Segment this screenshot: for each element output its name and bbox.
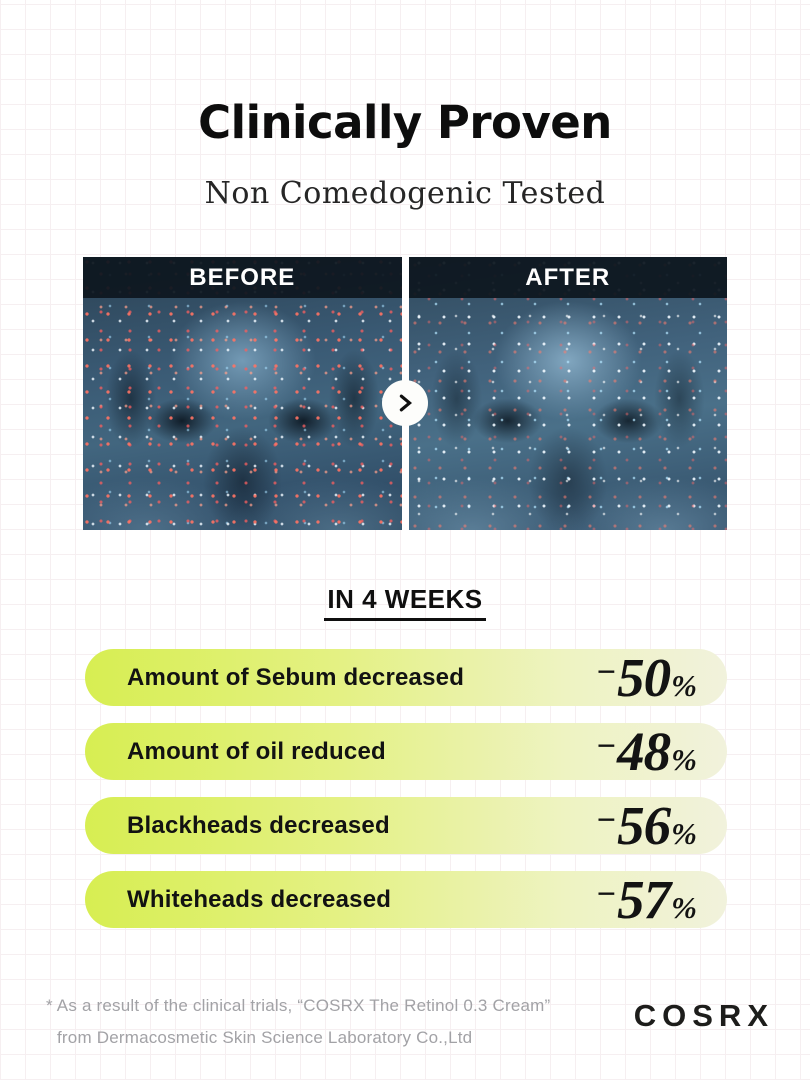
before-header-bar: BEFORE — [83, 257, 402, 298]
percent-number: 56 — [617, 795, 671, 856]
result-value: −57% — [597, 868, 697, 931]
cosrx-logo: COSRX — [633, 998, 774, 1033]
percent-number: 48 — [617, 721, 671, 782]
after-label: AFTER — [525, 263, 611, 291]
percent-symbol: % — [671, 668, 697, 703]
page-title: Clinically Proven — [198, 96, 612, 149]
result-label: Amount of oil reduced — [127, 737, 386, 765]
before-after-comparison: BEFORE AFTER — [83, 257, 727, 530]
results-heading-wrap: IN 4 WEEKS — [0, 584, 810, 621]
before-panel: BEFORE — [83, 257, 402, 530]
results-heading: IN 4 WEEKS — [324, 584, 486, 621]
percent-symbol: % — [671, 890, 697, 925]
chevron-right-icon — [382, 380, 428, 426]
results-list: Amount of Sebum decreased −50% Amount of… — [85, 646, 727, 945]
after-panel: AFTER — [408, 257, 727, 530]
result-value: −50% — [597, 646, 697, 709]
minus-sign: − — [596, 654, 617, 691]
minus-sign: − — [596, 728, 617, 765]
result-value: −48% — [597, 720, 697, 783]
result-pill-oil: Amount of oil reduced −48% — [85, 720, 727, 783]
before-label: BEFORE — [189, 263, 296, 291]
result-pill-sebum: Amount of Sebum decreased −50% — [85, 646, 727, 709]
after-skin-photo — [408, 257, 727, 530]
result-label: Amount of Sebum decreased — [127, 663, 465, 691]
page-subtitle: Non Comedogenic Tested — [204, 176, 606, 211]
minus-sign: − — [596, 802, 617, 839]
percent-number: 57 — [617, 869, 671, 930]
minus-sign: − — [596, 876, 617, 913]
clinical-trial-footnote: * As a result of the clinical trials, “C… — [46, 990, 550, 1054]
result-label: Whiteheads decreased — [127, 885, 392, 913]
footnote-line-1: * As a result of the clinical trials, “C… — [46, 996, 551, 1015]
percent-symbol: % — [671, 816, 697, 851]
percent-symbol: % — [671, 742, 697, 777]
result-value: −56% — [597, 794, 697, 857]
footnote-line-2: from Dermacosmetic Skin Science Laborato… — [57, 1028, 473, 1047]
after-header-bar: AFTER — [408, 257, 727, 298]
percent-number: 50 — [617, 647, 671, 708]
result-label: Blackheads decreased — [127, 811, 390, 839]
before-skin-photo — [83, 257, 402, 530]
result-pill-blackheads: Blackheads decreased −56% — [85, 794, 727, 857]
result-pill-whiteheads: Whiteheads decreased −57% — [85, 868, 727, 931]
